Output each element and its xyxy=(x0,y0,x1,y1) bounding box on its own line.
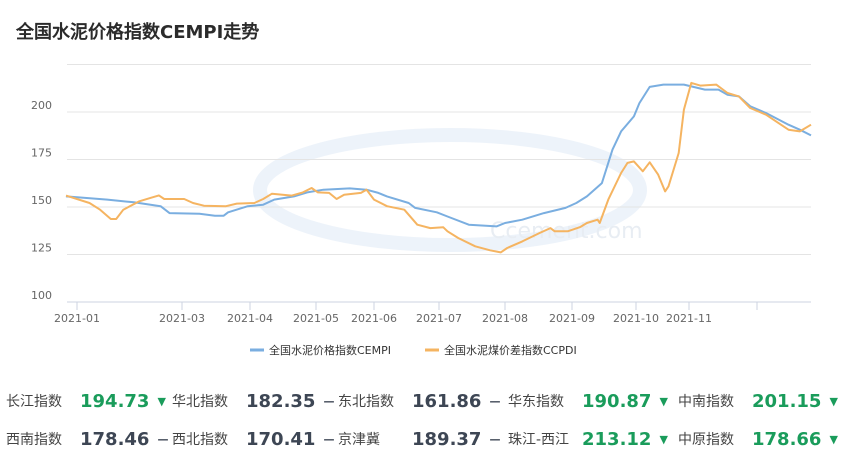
region-index-label: 京津冀 xyxy=(338,432,380,448)
x-tick-label: 2021-06 xyxy=(351,312,397,325)
caret-down-icon: ▼ xyxy=(157,394,166,408)
region-index-value: 182.35 xyxy=(246,390,316,412)
dash-icon: — xyxy=(489,432,501,446)
region-index[interactable]: 中南指数 201.15 ▼ xyxy=(678,388,838,414)
stats-row: 长江指数 194.73 ▼ 华北指数 182.35— 东北指数 161.86— 华东指数 190… xyxy=(0,388,846,414)
region-index-label: 中原指数 xyxy=(678,432,734,448)
region-index-label: 华北指数 xyxy=(172,394,228,410)
dash-icon: — xyxy=(157,432,169,446)
y-tick-label: 100 xyxy=(31,289,52,302)
region-index-value: 213.12 xyxy=(582,428,652,450)
region-index-value: 189.37 xyxy=(412,428,482,450)
caret-down-icon: ▼ xyxy=(659,432,668,446)
y-tick-label: 150 xyxy=(31,194,52,207)
caret-down-icon: ▼ xyxy=(659,394,668,408)
legend-label: 全国水泥煤价差指数CCPDI xyxy=(444,343,577,357)
series-line-cempi xyxy=(65,83,812,228)
region-index[interactable]: 华北指数 182.35 — xyxy=(172,388,334,414)
dash-icon: — xyxy=(489,394,501,408)
y-tick-label: 200 xyxy=(31,99,52,112)
caret-down-icon: ▼ xyxy=(829,432,838,446)
region-index[interactable]: 华东指数 190.87 ▼ xyxy=(508,388,668,414)
region-index[interactable]: 珠江-西江 213.12 ▼ xyxy=(508,426,668,452)
region-index-value: 190.87 xyxy=(582,390,652,412)
region-index-label: 珠江-西江 xyxy=(508,432,570,448)
x-tick-label: 2021-01 xyxy=(54,312,100,325)
region-index-label: 东北指数 xyxy=(338,394,394,410)
series-line-ccpdi xyxy=(65,81,812,254)
region-index-value: 178.46 xyxy=(80,428,150,450)
x-tick-label: 2021-08 xyxy=(482,312,528,325)
dash-icon: — xyxy=(323,394,335,408)
watermark-logo xyxy=(253,128,647,252)
region-index-value: 194.73 xyxy=(80,390,150,412)
region-index[interactable]: 长江指数 194.73 ▼ xyxy=(6,388,166,414)
caret-down-icon: ▼ xyxy=(829,394,838,408)
region-index-value: 170.41 xyxy=(246,428,316,450)
x-tick-label: 2021-11 xyxy=(666,312,712,325)
region-index[interactable]: 西北指数 170.41 — xyxy=(172,426,334,452)
chart-title: 全国水泥价格指数CEMPI走势 xyxy=(16,22,260,43)
region-index-value: 178.66 xyxy=(752,428,822,450)
dash-icon: — xyxy=(323,432,335,446)
region-index[interactable]: 中原指数 178.66 ▼ xyxy=(678,426,838,452)
x-tick-label: 2021-05 xyxy=(293,312,339,325)
y-tick-label: 125 xyxy=(31,242,52,255)
region-index-label: 中南指数 xyxy=(678,394,734,410)
region-index-label: 华东指数 xyxy=(508,394,564,410)
region-index[interactable]: 西南指数 178.46 — xyxy=(6,426,168,452)
x-tick-label: 2021-10 xyxy=(613,312,659,325)
y-tick-label: 175 xyxy=(31,147,52,160)
region-index[interactable]: 东北指数 161.86 — xyxy=(338,388,500,414)
region-index-label: 西北指数 xyxy=(172,432,228,448)
region-index[interactable]: 京津冀 189.37 — xyxy=(338,426,500,452)
stats-row: 西南指数 178.46— 西北指数 170.41— 京津冀 189.37— 珠江-西江 213… xyxy=(0,426,846,452)
region-index-value: 201.15 xyxy=(752,390,822,412)
x-tick-label: 2021-04 xyxy=(227,312,273,325)
x-tick-label: 2021-09 xyxy=(549,312,595,325)
legend-label: 全国水泥价格指数CEMPI xyxy=(269,343,391,357)
x-tick-label: 2021-03 xyxy=(159,312,205,325)
region-index-label: 长江指数 xyxy=(6,394,62,410)
region-index-label: 西南指数 xyxy=(6,432,62,448)
x-tick-label: 2021-07 xyxy=(416,312,462,325)
region-index-value: 161.86 xyxy=(412,390,482,412)
